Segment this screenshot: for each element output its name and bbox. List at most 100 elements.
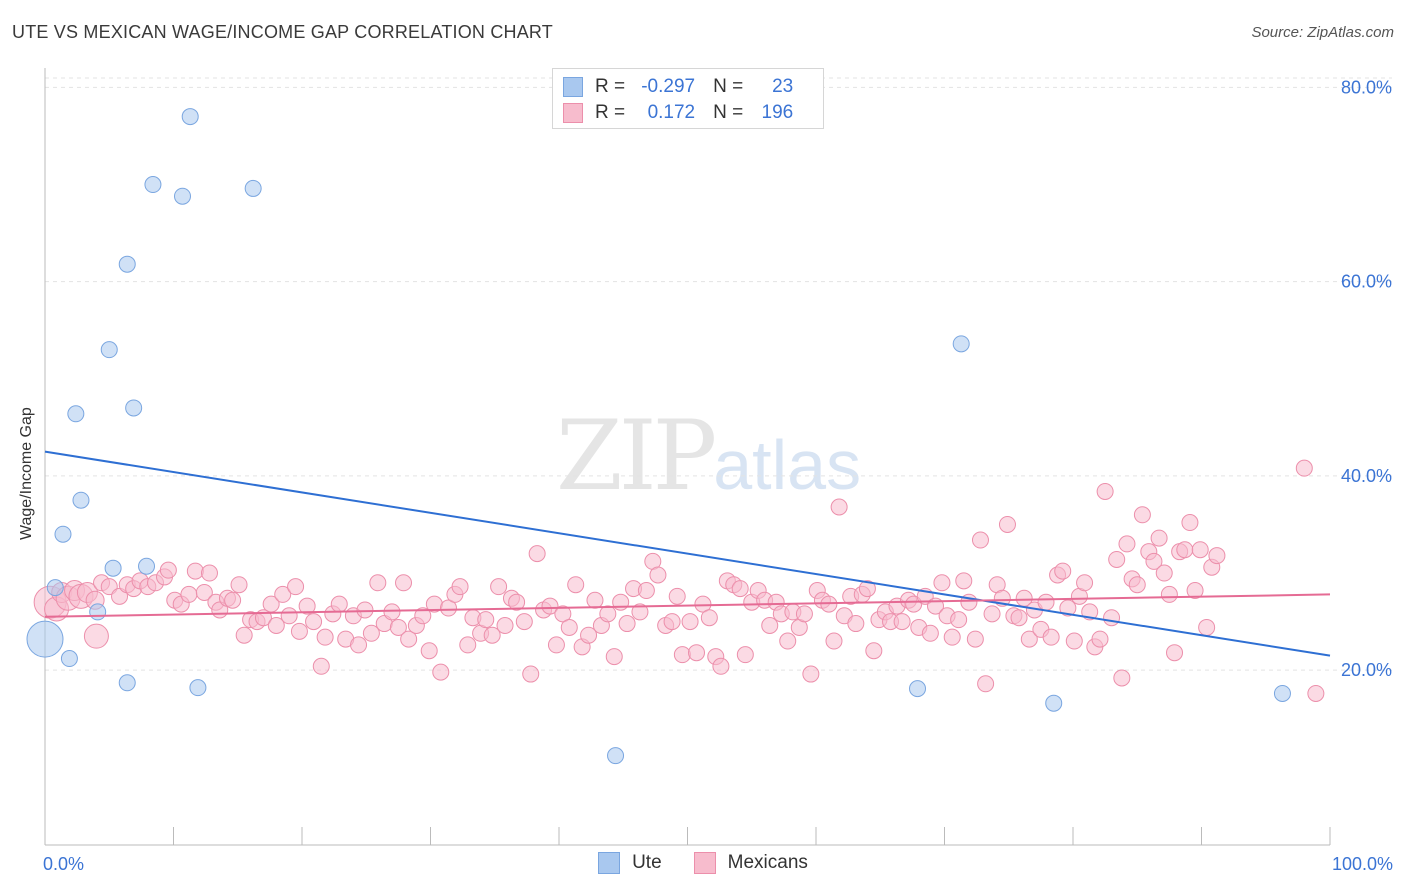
- y-tick-label: 20.0%: [1341, 660, 1392, 680]
- ute-point: [1045, 694, 1063, 712]
- tick-labels: 20.0% 40.0% 60.0% 80.0% 0.0% 100.0%: [43, 77, 1393, 874]
- mexicans-point: [330, 595, 348, 613]
- mexicans-point: [305, 613, 323, 631]
- mexicans-point: [1191, 541, 1209, 559]
- mexicans-point: [943, 628, 961, 646]
- mexicans-point: [1020, 630, 1038, 648]
- ute-point: [1273, 684, 1291, 702]
- mexicans-point: [893, 613, 911, 631]
- ute-point: [26, 620, 64, 658]
- grid-lines: [45, 77, 1392, 671]
- ute-point: [189, 679, 207, 697]
- legend-item-ute[interactable]: Ute: [598, 852, 662, 874]
- mexicans-point: [567, 576, 585, 594]
- ute-points: [26, 108, 1291, 765]
- mexicans-point: [681, 613, 699, 631]
- mexicans-point: [795, 605, 813, 623]
- legend-item-mexicans[interactable]: Mexicans: [693, 852, 808, 874]
- mexicans-point: [459, 636, 477, 654]
- mexicans-point: [1113, 669, 1131, 687]
- ute-point: [72, 491, 90, 509]
- ute-point: [118, 255, 136, 273]
- mexicans-point: [668, 587, 686, 605]
- r-label: R =: [595, 76, 626, 97]
- mexicans-point: [1108, 550, 1126, 568]
- mexicans-point: [490, 578, 508, 596]
- mexicans-point: [1198, 618, 1216, 636]
- mexicans-point: [312, 657, 330, 675]
- n-value: 196: [761, 102, 794, 123]
- n-value: 23: [772, 76, 794, 97]
- mexicans-point: [515, 613, 533, 631]
- mexicans-point: [1186, 582, 1204, 600]
- mexicans-point: [362, 624, 380, 642]
- mexicans-point: [400, 630, 418, 648]
- ute-point: [138, 557, 156, 575]
- mexicans-point: [1103, 609, 1121, 627]
- mexicans-point: [977, 675, 995, 693]
- ute-point: [909, 680, 927, 698]
- mexicans-point: [858, 580, 876, 598]
- mexicans-point: [1037, 593, 1055, 611]
- mexicans-point: [865, 642, 883, 660]
- mexicans-point: [1150, 529, 1168, 547]
- mexicans-point: [508, 593, 526, 611]
- mexicans-point: [663, 613, 681, 631]
- mexicans-point: [1145, 552, 1163, 570]
- mexicans-point: [560, 618, 578, 636]
- ute-point: [100, 341, 118, 359]
- mexicans-point: [451, 578, 469, 596]
- ute-point: [125, 399, 143, 417]
- mexicans-point: [1155, 564, 1173, 582]
- mexicans-point: [802, 665, 820, 683]
- n-label: N =: [713, 76, 744, 97]
- ute-point: [60, 650, 78, 668]
- mexicans-point: [1295, 459, 1313, 477]
- mexicans-point: [111, 587, 129, 605]
- mexicans-point: [267, 616, 285, 634]
- mexicans-point: [1065, 632, 1083, 650]
- mexicans-point: [1076, 574, 1094, 592]
- axes: [44, 68, 1331, 846]
- mexicans-point: [274, 585, 292, 603]
- legend-label-mexicans: Mexicans: [727, 852, 808, 873]
- r-value: -0.297: [641, 76, 696, 97]
- mexicans-point: [700, 609, 718, 627]
- stats-box: R = -0.297 N = 23 R = 0.172 N = 196: [552, 68, 824, 129]
- mexicans-point: [966, 630, 984, 648]
- mexicans-point: [528, 545, 546, 563]
- mexicans-point: [395, 574, 413, 592]
- ute-point: [67, 405, 85, 423]
- y-axis-label: Wage/Income Gap: [18, 407, 35, 540]
- mexicans-points: [33, 459, 1325, 702]
- mexicans-point: [673, 646, 691, 664]
- mexicans-point: [230, 576, 248, 594]
- legend-label-ute: Ute: [632, 852, 662, 873]
- mexicans-point: [432, 663, 450, 681]
- mexicans-point: [1042, 628, 1060, 646]
- mexicans-point: [200, 564, 218, 582]
- mexicans-point: [522, 665, 540, 683]
- mexicans-point: [1059, 599, 1077, 617]
- mexicans-point: [287, 578, 305, 596]
- mexicans-point: [1010, 609, 1028, 627]
- mexicans-point: [1176, 541, 1194, 559]
- ute-point: [181, 108, 199, 126]
- mexicans-point: [290, 622, 308, 640]
- ute-point: [173, 187, 191, 205]
- mexicans-point: [971, 531, 989, 549]
- source-label: Source: ZipAtlas.com: [1251, 24, 1394, 41]
- mexicans-trend-line: [44, 593, 1331, 618]
- y-tick-label: 60.0%: [1341, 272, 1392, 292]
- y-tick-label: 80.0%: [1341, 77, 1392, 97]
- mexicans-point: [586, 591, 604, 609]
- mexicans-point: [1166, 644, 1184, 662]
- mexicans-point: [83, 623, 109, 649]
- x-tick-label-start: 0.0%: [43, 854, 84, 874]
- mexicans-point: [1208, 547, 1226, 565]
- mexicans-point: [1160, 585, 1178, 603]
- mexicans-point: [825, 632, 843, 650]
- mexicans-point: [1181, 514, 1199, 532]
- mexicans-point: [1091, 630, 1109, 648]
